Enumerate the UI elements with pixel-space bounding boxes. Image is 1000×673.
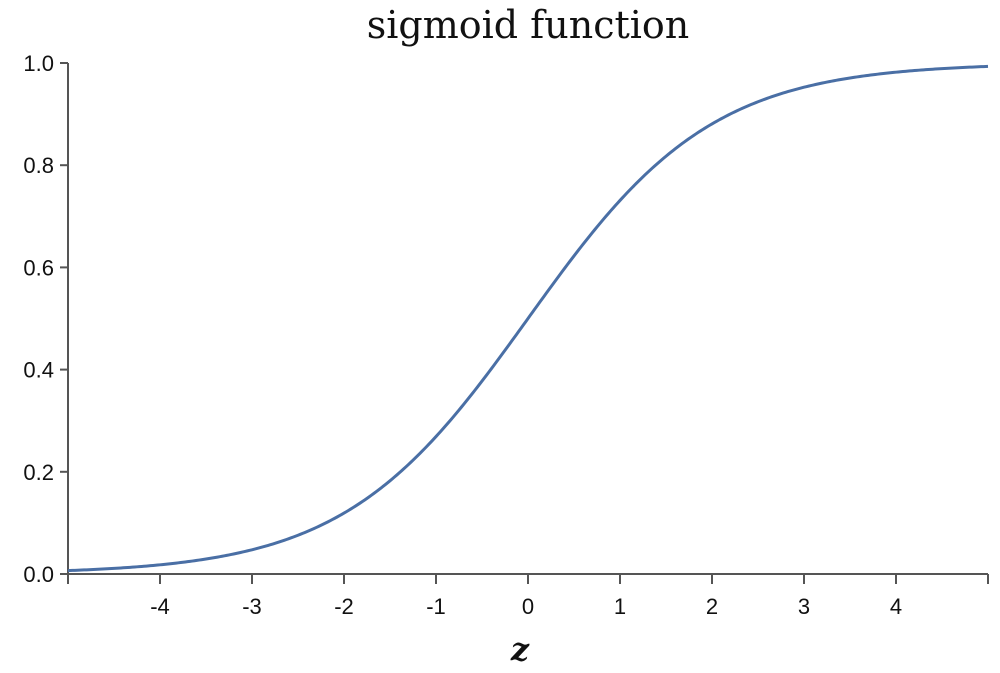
y-tick-label: 0.8 [23, 153, 54, 178]
x-tick-label: -1 [426, 594, 446, 619]
x-tick-label: -3 [242, 594, 262, 619]
x-tick-label: 4 [890, 594, 902, 619]
y-tick-label: 1.0 [23, 51, 54, 76]
x-tick-label: -2 [334, 594, 354, 619]
x-tick-label: 0 [522, 594, 534, 619]
x-tick-label: 2 [706, 594, 718, 619]
x-axis-label: z [510, 630, 530, 668]
x-tick-label: 3 [798, 594, 810, 619]
y-tick-label: 0.6 [23, 255, 54, 280]
x-tick-label: -4 [150, 594, 170, 619]
x-tick-label: 1 [614, 594, 626, 619]
axes: 0.0 0.2 0.4 0.6 0.8 1.0 -4 -3 -2 -1 0 1 2 3 4 [23, 51, 989, 619]
chart-title: sigmoid function [367, 3, 690, 47]
plot-area [67, 64, 989, 573]
y-tick-label: 0.4 [23, 358, 54, 383]
y-tick-label: 0.2 [23, 460, 54, 485]
y-tick-label: 0.0 [23, 562, 54, 587]
sigmoid-curve [67, 64, 989, 573]
